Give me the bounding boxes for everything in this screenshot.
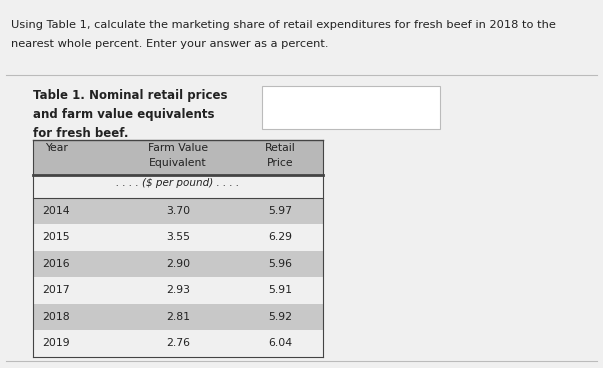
Text: for fresh beef.: for fresh beef. bbox=[33, 127, 128, 140]
Text: 2.81: 2.81 bbox=[166, 312, 190, 322]
Text: 6.29: 6.29 bbox=[268, 232, 292, 243]
Text: Using Table 1, calculate the marketing share of retail expenditures for fresh be: Using Table 1, calculate the marketing s… bbox=[11, 20, 556, 30]
Text: 2.76: 2.76 bbox=[166, 338, 190, 348]
Text: 3.70: 3.70 bbox=[166, 206, 190, 216]
Text: 2019: 2019 bbox=[42, 338, 70, 348]
Text: Table 1. Nominal retail prices: Table 1. Nominal retail prices bbox=[33, 89, 228, 102]
Text: and farm value equivalents: and farm value equivalents bbox=[33, 108, 215, 121]
Text: 2.90: 2.90 bbox=[166, 259, 190, 269]
Text: 2017: 2017 bbox=[42, 285, 70, 296]
Text: Retail: Retail bbox=[265, 143, 295, 153]
Text: 5.91: 5.91 bbox=[268, 285, 292, 296]
Text: Price: Price bbox=[267, 158, 294, 167]
Text: 5.96: 5.96 bbox=[268, 259, 292, 269]
Text: Equivalent: Equivalent bbox=[149, 158, 207, 167]
Text: 2018: 2018 bbox=[42, 312, 70, 322]
Text: Year: Year bbox=[45, 143, 68, 153]
Text: 2.93: 2.93 bbox=[166, 285, 190, 296]
Text: 5.97: 5.97 bbox=[268, 206, 292, 216]
Text: 5.92: 5.92 bbox=[268, 312, 292, 322]
Text: 2015: 2015 bbox=[42, 232, 70, 243]
Text: 2014: 2014 bbox=[42, 206, 70, 216]
Text: . . . . ($ per pound) . . . .: . . . . ($ per pound) . . . . bbox=[116, 178, 239, 188]
Text: nearest whole percent. Enter your answer as a percent.: nearest whole percent. Enter your answer… bbox=[11, 39, 329, 49]
Text: Farm Value: Farm Value bbox=[148, 143, 208, 153]
Text: 2016: 2016 bbox=[42, 259, 70, 269]
Text: 6.04: 6.04 bbox=[268, 338, 292, 348]
Text: 3.55: 3.55 bbox=[166, 232, 190, 243]
